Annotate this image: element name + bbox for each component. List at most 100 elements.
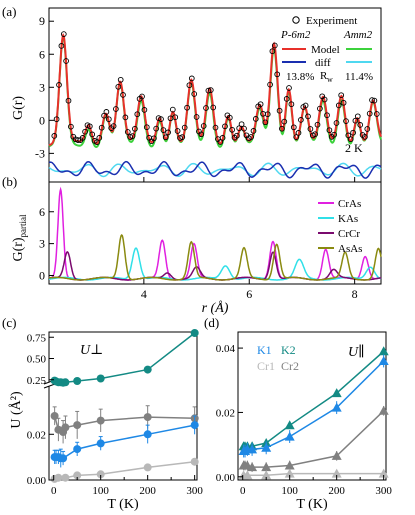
experiment-point bbox=[68, 123, 74, 130]
experiment-point bbox=[134, 111, 141, 118]
K1-point bbox=[284, 431, 295, 441]
experiment-point bbox=[331, 131, 337, 138]
experiment-point bbox=[362, 134, 368, 140]
experiment-point bbox=[267, 81, 273, 88]
experiment-point bbox=[75, 137, 81, 143]
experiment-point bbox=[153, 125, 160, 132]
experiment-point bbox=[179, 134, 186, 140]
legend-cr2: Cr2 bbox=[281, 359, 299, 373]
panel-d-label: (d) bbox=[204, 315, 219, 330]
experiment-point bbox=[94, 139, 100, 146]
experiment-point bbox=[165, 129, 171, 136]
K1-line bbox=[243, 360, 385, 452]
experiment-point bbox=[262, 119, 269, 126]
x-tick-label: 300 bbox=[186, 485, 203, 497]
panel-b-legend: CrAs KAs CrCr AsAs bbox=[318, 198, 362, 255]
experiment-point bbox=[210, 104, 217, 111]
diff-p6m2-curve bbox=[48, 160, 382, 179]
K2-point bbox=[378, 346, 389, 356]
y-tick-label: 6 bbox=[39, 205, 45, 219]
legend-AsAs-label: AsAs bbox=[338, 243, 362, 255]
experiment-point bbox=[241, 125, 247, 132]
experiment-point bbox=[56, 82, 62, 88]
experiment-point bbox=[79, 135, 86, 141]
x-tick-label: 300 bbox=[375, 485, 392, 497]
experiment-point bbox=[129, 133, 136, 139]
KAs-curve bbox=[49, 247, 382, 281]
gray-dark-point bbox=[96, 416, 105, 425]
experiment-point bbox=[295, 130, 302, 136]
experiment-point bbox=[371, 97, 378, 104]
panel-a-temperature-label: 2 K bbox=[345, 141, 363, 155]
gray-dark-point bbox=[50, 412, 59, 420]
legend-KAs-label: KAs bbox=[338, 213, 358, 225]
experiment-point bbox=[115, 83, 122, 90]
K-upper-point bbox=[143, 365, 152, 374]
experiment-point bbox=[82, 128, 88, 135]
blue-point bbox=[73, 445, 82, 454]
experiment-point bbox=[274, 71, 281, 78]
panel-b-frame bbox=[48, 181, 382, 285]
experiment-point bbox=[293, 134, 300, 140]
panel-d-legend: K1 K2 Cr1 Cr2 bbox=[257, 343, 299, 373]
experiment-point bbox=[105, 116, 112, 123]
experiment-point bbox=[238, 121, 245, 128]
experiment-point bbox=[160, 127, 167, 133]
experiment-point bbox=[335, 102, 342, 109]
gray-light-point bbox=[61, 473, 70, 482]
panel-d-frame bbox=[237, 331, 387, 481]
Cr2-point bbox=[247, 462, 258, 472]
experiment-point bbox=[271, 42, 278, 49]
y-tick-label-upper: 0.75 bbox=[27, 332, 47, 344]
blue-point bbox=[190, 421, 199, 430]
experiment-point bbox=[193, 114, 200, 120]
experiment-point bbox=[139, 93, 145, 100]
experiment-point bbox=[174, 128, 181, 134]
legend-diff-label: diff bbox=[315, 57, 331, 69]
K-upper-line bbox=[54, 332, 196, 384]
experiment-point bbox=[317, 105, 323, 112]
experiment-point bbox=[229, 126, 235, 133]
Cr1-point bbox=[261, 470, 272, 480]
experiment-point bbox=[226, 114, 233, 121]
experiment-point bbox=[207, 87, 214, 93]
legend-rw-p6m2: 13.8% bbox=[286, 71, 314, 83]
model-p6m2-curve bbox=[48, 32, 382, 147]
K1-point bbox=[378, 356, 389, 365]
experiment-point bbox=[264, 111, 271, 118]
experiment-point bbox=[343, 118, 349, 124]
experiment-point bbox=[110, 123, 117, 129]
experiment-point bbox=[162, 134, 169, 141]
y-tick-label-lower: 0.02 bbox=[27, 429, 46, 441]
legend-k1: K1 bbox=[257, 343, 272, 357]
experiment-point bbox=[151, 135, 157, 142]
experiment-point bbox=[117, 76, 124, 83]
legend-model-label: Model bbox=[311, 44, 340, 56]
K1-point bbox=[261, 442, 272, 452]
y-tick-label: 0 bbox=[39, 113, 45, 127]
experiment-point bbox=[283, 96, 290, 102]
gray-light-point bbox=[190, 457, 199, 466]
gray-light-point bbox=[54, 473, 63, 482]
y-tick-label: 6 bbox=[39, 47, 45, 61]
experiment-point bbox=[184, 104, 190, 111]
experiment-point bbox=[98, 124, 105, 131]
experiment-point bbox=[200, 123, 207, 129]
experiment-point bbox=[120, 92, 126, 98]
experiment-point bbox=[288, 101, 295, 108]
experiment-point bbox=[357, 122, 364, 128]
experiment-point bbox=[122, 114, 129, 121]
panel-b-xlabel: r (Å) bbox=[202, 300, 229, 316]
experiment-point bbox=[321, 96, 328, 103]
y-tick-label-lower: 0.00 bbox=[27, 475, 47, 487]
experiment-point bbox=[350, 129, 356, 136]
gray-dark-point bbox=[73, 421, 82, 430]
legend-CrAs-label: CrAs bbox=[338, 198, 361, 210]
legend-k2: K2 bbox=[281, 343, 296, 357]
experiment-point bbox=[58, 43, 65, 49]
y-tick-label: 3 bbox=[39, 237, 45, 251]
experiment-point bbox=[250, 128, 257, 134]
panel-d-title: U∥ bbox=[348, 344, 365, 360]
experiment-point bbox=[86, 123, 93, 130]
gray-light-point bbox=[143, 463, 152, 472]
